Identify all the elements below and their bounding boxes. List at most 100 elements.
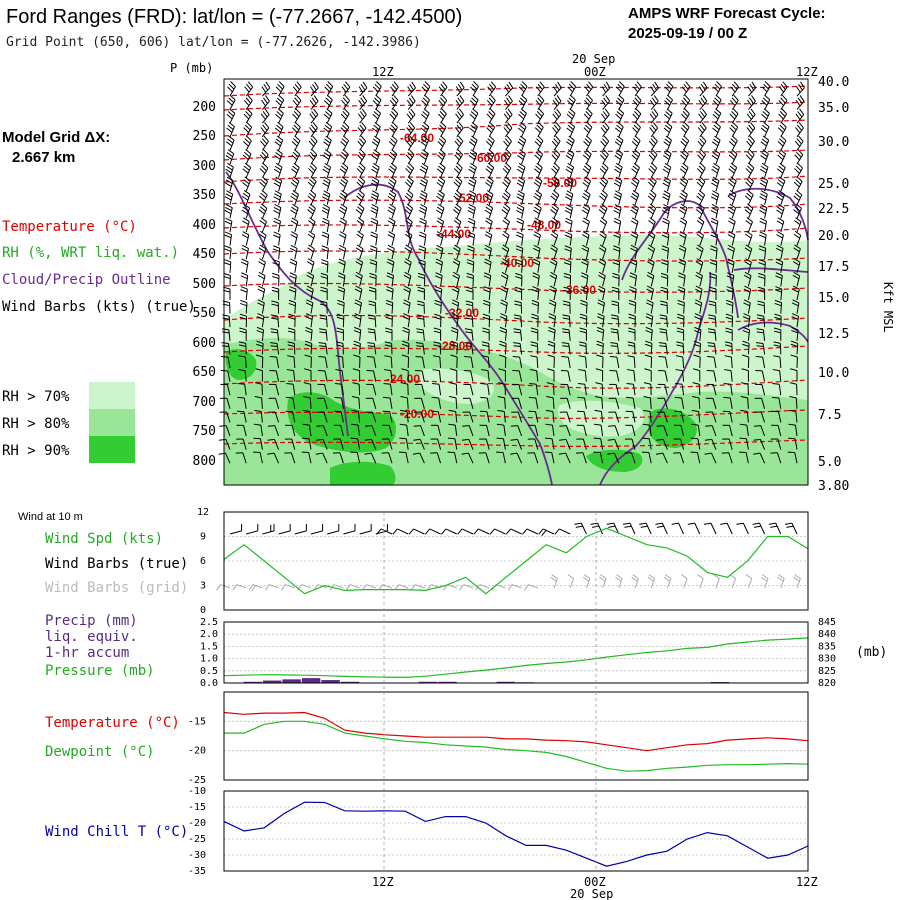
wind-barb-flag (438, 190, 445, 195)
wind-barb-flag (616, 111, 623, 117)
wind-barb (375, 153, 381, 165)
wind-barb-flag (485, 154, 492, 161)
wind-barb (520, 316, 523, 328)
wind-barb-flag (632, 190, 640, 195)
wind-barb-flag (784, 522, 793, 525)
wind-barb-flag (390, 124, 397, 131)
wind-barb-flag (618, 94, 625, 101)
wind-barb (699, 127, 707, 138)
wind-barb-flag (270, 342, 278, 345)
wind-barb-flag (569, 94, 576, 101)
wind-barb-flag (240, 286, 248, 290)
wind-barb-flag (715, 108, 722, 114)
wind-barb-flag (648, 220, 655, 226)
wind-barb-flag (797, 97, 803, 104)
rh90-region-2 (330, 461, 396, 485)
wind-barb-flag (614, 204, 622, 209)
wind-barb-flag (438, 176, 446, 182)
wind-barb-flag (582, 206, 590, 212)
wind-barb-flag (503, 127, 509, 134)
wind-barb-flag (703, 522, 712, 525)
windchill-y-tick: -25 (188, 834, 206, 845)
pressure-tick: 550 (193, 306, 216, 321)
wind-barb-flag (420, 179, 427, 185)
wind-barb-flag (788, 423, 796, 426)
wind-barb-flag (424, 94, 430, 101)
wind-barb-flag (421, 86, 428, 93)
wind-barb (440, 180, 446, 192)
wind-barb-flag (643, 396, 651, 399)
wind-barb-flag (359, 176, 366, 182)
wind-barb (521, 221, 525, 233)
wind-barb-flag (585, 111, 591, 117)
cross-section-panel: P (mb) 20 Sep 12Z 00Z 12Z Kft MSL (170, 52, 895, 494)
wind-barb-flag (537, 97, 543, 104)
wind-barb-flag (551, 230, 559, 236)
wind-barb-flag (731, 149, 738, 155)
wind-barb (683, 127, 690, 138)
isotherm-label: -36.00 (562, 283, 596, 297)
wind-barb-flag (535, 190, 542, 195)
wind-barb (440, 248, 444, 260)
wind-barb (796, 100, 805, 110)
wind-barb-flag (451, 313, 459, 317)
wind-barb-flag (502, 206, 509, 212)
wind-barb (342, 207, 348, 219)
wind-barb-flag (390, 176, 397, 182)
wind-barb (413, 528, 425, 535)
wind-barb (599, 452, 604, 464)
wind-barb-flag (517, 193, 524, 198)
wind-barb-flag (276, 111, 283, 117)
wind-barb-flag (681, 190, 688, 195)
wind-barb-flag (726, 286, 734, 290)
wind-barb-flag (420, 204, 427, 209)
wind-barb-flag (642, 423, 650, 426)
wind-barb-flag (375, 108, 381, 114)
wind-barb (456, 127, 464, 138)
wind-barb-flag (485, 182, 492, 188)
wind-barb (666, 86, 674, 97)
wind-barb-flag (675, 382, 683, 385)
wind-barb (617, 329, 620, 341)
wind-barb-flag (497, 396, 505, 399)
wind-barb-flag (408, 111, 414, 118)
wind-barb-flag (575, 525, 583, 528)
wind-barb-flag (264, 122, 270, 129)
wind-barb (764, 86, 771, 97)
wind-barb (397, 528, 409, 535)
wind-barb (764, 180, 769, 192)
wind-barb-flag (530, 341, 538, 344)
wind-barb-flag (763, 108, 770, 114)
wind-barb-flag (471, 121, 478, 128)
wind-barb-flag (366, 356, 374, 358)
wind-barb (521, 113, 527, 124)
wind-barb-flag (323, 179, 330, 185)
wind-barb-flag (468, 155, 475, 160)
wind-barb (472, 126, 478, 138)
wind-barb-flag (551, 220, 558, 226)
wind-barb-flag (600, 217, 608, 223)
wind-barb (796, 181, 803, 192)
wind-barb (391, 302, 394, 314)
wind-barb-flag (756, 328, 764, 331)
wind-barb (225, 425, 231, 437)
wind-barb-flag (678, 258, 686, 263)
wind-barb-flag (714, 135, 721, 141)
wind-barb-flag (568, 83, 575, 90)
wind-barb-flag (630, 209, 637, 215)
wind-barb (419, 439, 425, 450)
wind-barb (278, 207, 282, 219)
wind-barb-flag (640, 525, 648, 528)
wind-barb-flag (760, 127, 767, 133)
wind-barb-flag (490, 81, 497, 88)
wind-barb-flag (292, 165, 299, 171)
wind-barb (663, 425, 668, 437)
wind-barb-flag (545, 437, 553, 440)
wind-barb (699, 275, 703, 287)
wind-barb (697, 438, 701, 450)
wind-barb (390, 356, 393, 369)
wind-barb-flag (243, 179, 250, 185)
wind-barb (422, 329, 425, 341)
wind-barb-flag (691, 423, 699, 426)
wind-barb-flag (295, 108, 301, 115)
